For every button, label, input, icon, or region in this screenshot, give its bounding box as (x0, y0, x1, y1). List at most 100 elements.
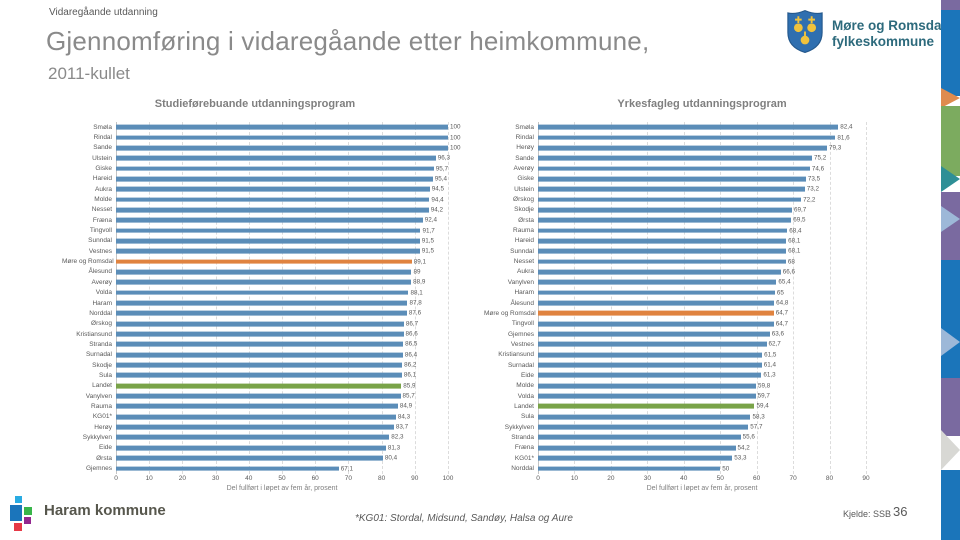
bar-value-label: 73,5 (807, 175, 821, 183)
bar-track: 64,8 (538, 298, 866, 308)
category-label: Norddal (89, 309, 112, 317)
category-label: Ørskog (513, 196, 534, 204)
bar-row: Vanylven 85,7 (62, 391, 448, 401)
bar-row: Rauma 84,9 (62, 401, 448, 411)
footnote-kg01: *KG01: Stordal, Midsund, Sandøy, Halsa o… (355, 513, 573, 524)
bar-row: Nesset 68 (484, 256, 866, 266)
bar-value-label: 81,6 (837, 134, 850, 142)
bar-row: Vestnes 62,7 (484, 339, 866, 349)
bar (538, 238, 787, 244)
footer-municipality: Haram kommune (44, 502, 166, 519)
category-label: Averøy (91, 278, 112, 286)
bar-row: Molde 94,4 (62, 194, 448, 204)
category-label: Smøla (93, 123, 112, 131)
bar-row: Volda 59,7 (484, 391, 866, 401)
bar (116, 352, 403, 358)
bar-row: Aukra 94,5 (62, 184, 448, 194)
category-label: Eide (520, 371, 534, 379)
category-label: Nesset (513, 258, 534, 266)
category-label: Fræna (92, 216, 112, 224)
bar-track: 62,7 (538, 339, 866, 349)
bar (538, 321, 774, 327)
category-label: Tingvoll (511, 320, 534, 328)
bar (538, 207, 793, 213)
bar-row: Sula 58,3 (484, 412, 866, 422)
category-label: Vestnes (88, 247, 112, 255)
category-label: Molde (516, 382, 534, 390)
bar-value-label: 86,7 (405, 320, 419, 328)
bar-track: 91,7 (116, 225, 448, 235)
x-tick-label: 20 (178, 475, 187, 482)
bar-row: Smøla 82,4 (484, 122, 866, 132)
category-label: Ørsta (96, 454, 112, 462)
bar-value-label: 61,4 (763, 361, 777, 369)
bar-track: 100 (116, 122, 461, 132)
category-label: Volda (517, 392, 534, 400)
category-label: Haram (92, 299, 112, 307)
bar (116, 269, 412, 275)
bar (116, 466, 339, 471)
bar-value-label: 64,7 (775, 309, 789, 317)
gridline (756, 122, 758, 474)
gridline (215, 122, 217, 474)
bar-track: 100 (116, 132, 461, 142)
x-tick-label: 80 (377, 475, 386, 482)
bar-value-label: 85,7 (402, 392, 415, 400)
category-label: Landet (514, 402, 534, 410)
bar (116, 186, 430, 192)
category-label: Smøla (515, 123, 534, 131)
bar (116, 197, 430, 202)
category-label: Ulstein (514, 185, 534, 193)
bar-row: Norddal 50 (484, 463, 866, 473)
x-tick-label: 30 (211, 475, 220, 482)
bar-track: 61,4 (538, 360, 866, 370)
bar (538, 445, 736, 451)
bar-value-label: 57,7 (750, 423, 763, 431)
bar-track: 65,4 (538, 277, 866, 287)
bar-row: Norddal 87,6 (62, 308, 448, 318)
chart-yrkesfagleg: Yrkesfagleg utdanningsprogram Smøla 82,4 R… (484, 98, 870, 492)
bar-row: Herøy 79,3 (484, 143, 866, 153)
bar-row: KG01* 84,3 (62, 412, 448, 422)
category-label: Herøy (94, 423, 112, 431)
bar (116, 383, 402, 389)
bar-value-label: 82,3 (391, 433, 404, 441)
bar-row: Fræna 92,4 (62, 215, 448, 225)
bar-track: 85,7 (116, 391, 448, 401)
bar-track: 84,3 (116, 412, 448, 422)
category-label: Hareid (92, 175, 112, 183)
bar-value-label: 84,9 (399, 402, 413, 410)
county-brand: Møre og Romsdal fylkeskommune (786, 9, 945, 59)
bar-value-label: 84,3 (397, 413, 411, 421)
bar-row: Ålesund 89 (62, 267, 448, 277)
category-label: Ulstein (92, 154, 112, 162)
bar-row: Volda 88,1 (62, 288, 448, 298)
bar (538, 373, 762, 378)
bar-value-label: 86,2 (404, 361, 417, 369)
bar-row: Nesset 94,2 (62, 205, 448, 215)
bar-row: Herøy 83,7 (62, 422, 448, 432)
bar (116, 455, 383, 461)
bar-value-label: 95,7 (435, 165, 448, 173)
bar-value-label: 68,1 (788, 237, 801, 245)
bar (538, 124, 839, 130)
bar-row: Hareid 95,4 (62, 174, 448, 184)
bar-value-label: 86,1 (403, 371, 417, 379)
gridline (282, 122, 283, 474)
bar-track: 59,8 (538, 381, 866, 391)
bar-value-label: 81,3 (387, 444, 401, 452)
x-tick-label: 100 (442, 475, 454, 482)
bar-track: 73,5 (538, 174, 866, 184)
bar (116, 321, 404, 327)
bar (538, 135, 836, 140)
bar-row: Tingvoll 64,7 (484, 319, 866, 329)
bar-track: 69,7 (538, 205, 866, 215)
x-tick-label: 80 (825, 475, 834, 482)
bar-value-label: 92,4 (424, 216, 438, 224)
category-label: Stranda (89, 340, 112, 348)
bar-track: 84,9 (116, 401, 448, 411)
gridline (610, 122, 612, 474)
bar-row: Sunndal 68,1 (484, 246, 866, 256)
x-tick-label: 0 (114, 475, 118, 482)
bar (116, 435, 390, 440)
